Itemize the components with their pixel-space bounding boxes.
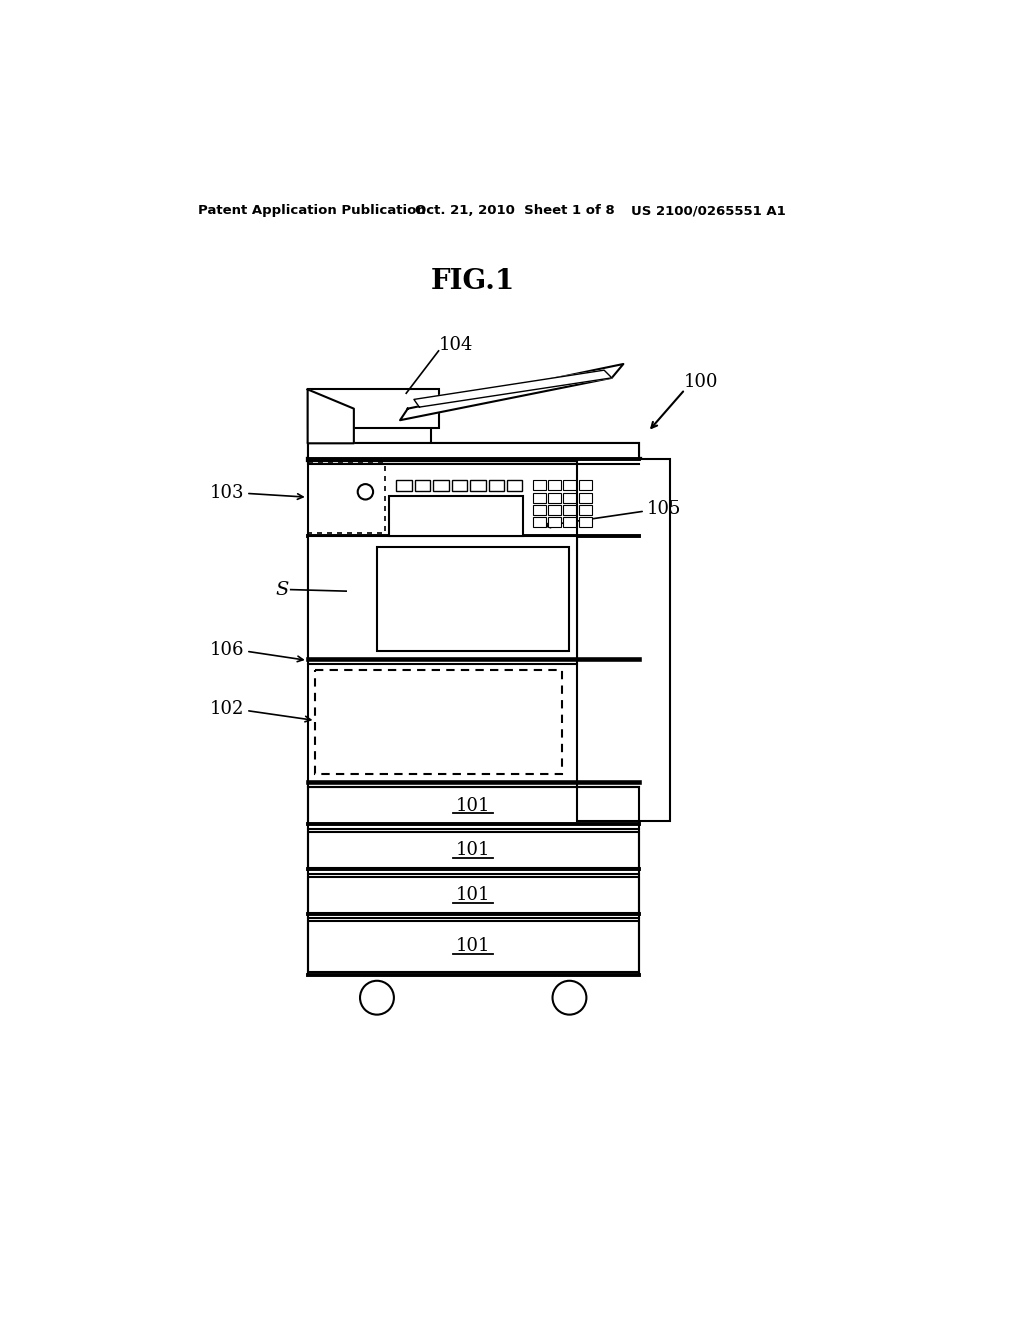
Bar — [532, 480, 546, 490]
Bar — [307, 463, 385, 533]
Bar — [579, 480, 592, 490]
Bar — [307, 832, 639, 869]
Text: 100: 100 — [683, 372, 718, 391]
Polygon shape — [307, 389, 354, 444]
Bar — [563, 517, 577, 527]
Bar — [563, 492, 577, 503]
Bar — [307, 921, 639, 972]
Bar — [377, 548, 569, 651]
Text: 103: 103 — [210, 484, 245, 503]
Bar — [532, 506, 546, 515]
Circle shape — [553, 981, 587, 1015]
Bar — [563, 480, 577, 490]
Text: 101: 101 — [456, 886, 490, 904]
Text: 105: 105 — [646, 500, 681, 517]
Bar — [307, 393, 431, 444]
Bar — [579, 506, 592, 515]
Bar — [307, 459, 639, 974]
Bar — [578, 459, 670, 821]
Bar — [388, 496, 523, 536]
Bar — [579, 517, 592, 527]
Text: 101: 101 — [456, 796, 490, 814]
Bar — [548, 492, 561, 503]
Text: FIG.1: FIG.1 — [431, 268, 515, 296]
Bar — [396, 480, 412, 491]
Bar — [307, 876, 639, 913]
Text: Oct. 21, 2010  Sheet 1 of 8: Oct. 21, 2010 Sheet 1 of 8 — [416, 205, 615, 218]
Bar — [307, 389, 438, 428]
Text: Patent Application Publication: Patent Application Publication — [199, 205, 426, 218]
Bar — [315, 671, 562, 775]
Text: 106: 106 — [210, 640, 245, 659]
Bar — [307, 536, 578, 659]
Bar — [433, 480, 449, 491]
Polygon shape — [414, 370, 611, 407]
Bar — [307, 788, 639, 824]
Bar — [307, 444, 639, 459]
Bar — [532, 492, 546, 503]
Bar — [563, 506, 577, 515]
Bar — [507, 480, 522, 491]
Text: 101: 101 — [456, 841, 490, 859]
Text: 102: 102 — [210, 700, 245, 718]
Bar — [579, 492, 592, 503]
Text: 104: 104 — [438, 335, 473, 354]
Polygon shape — [400, 364, 624, 420]
Bar — [415, 480, 430, 491]
Circle shape — [360, 981, 394, 1015]
Bar — [548, 480, 561, 490]
Bar — [307, 444, 639, 459]
Ellipse shape — [357, 484, 373, 499]
Bar — [488, 480, 504, 491]
Bar — [452, 480, 467, 491]
Bar — [470, 480, 485, 491]
Bar — [548, 517, 561, 527]
Text: 101: 101 — [456, 937, 490, 956]
Bar — [532, 517, 546, 527]
Text: S: S — [275, 581, 289, 598]
Bar — [548, 506, 561, 515]
Text: US 2100/0265551 A1: US 2100/0265551 A1 — [631, 205, 785, 218]
